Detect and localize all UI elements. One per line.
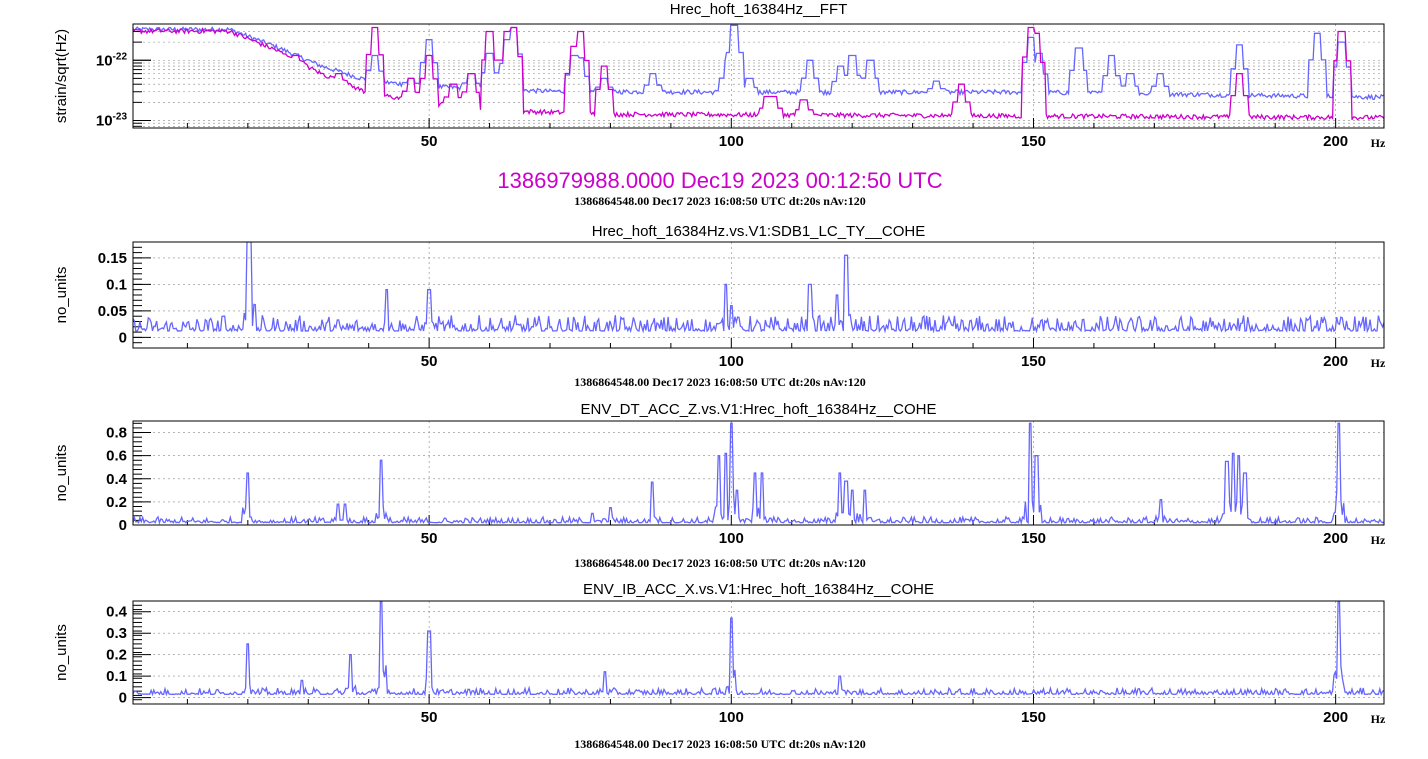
y-tick-label: 0.1 xyxy=(106,276,127,293)
panel-footer-stamp: 1386864548.00 Dec17 2023 16:08:50 UTC dt… xyxy=(574,737,865,751)
y-tick-label: 0.4 xyxy=(106,604,128,621)
y-tick-label: 0 xyxy=(119,517,127,534)
x-tick-label: 100 xyxy=(719,353,744,370)
series-line-2 xyxy=(133,26,1384,122)
x-tick-label: 50 xyxy=(421,530,438,547)
x-tick-label: 200 xyxy=(1323,133,1348,150)
plot-frame xyxy=(132,23,1385,129)
y-axis-label: no_units xyxy=(53,445,70,502)
y-tick-label: 0.05 xyxy=(98,303,127,320)
x-unit-label: Hz xyxy=(1371,712,1386,726)
x-tick-label: 150 xyxy=(1021,530,1046,547)
chart-panel-4: ENV_IB_ACC_X.vs.V1:Hrec_hoft_16384Hz__CO… xyxy=(53,581,1386,751)
plot-frame xyxy=(132,420,1385,526)
y-tick-label: 0.2 xyxy=(106,494,127,511)
x-tick-label: 50 xyxy=(421,353,438,370)
x-tick-label: 100 xyxy=(719,133,744,150)
series-line-1 xyxy=(133,601,1384,697)
y-tick-label: 0.15 xyxy=(98,250,127,267)
x-tick-label: 100 xyxy=(719,530,744,547)
y-tick-label: 10-22 xyxy=(96,51,128,69)
chart-title: ENV_IB_ACC_X.vs.V1:Hrec_hoft_16384Hz__CO… xyxy=(583,581,934,598)
y-tick-label: 0.8 xyxy=(106,425,127,442)
x-tick-label: 200 xyxy=(1323,530,1348,547)
series-line-1 xyxy=(133,242,1384,334)
y-tick-label: 0.6 xyxy=(106,448,127,465)
x-tick-label: 150 xyxy=(1021,133,1046,150)
series-line-1 xyxy=(133,422,1384,525)
x-tick-label: 150 xyxy=(1021,709,1046,726)
x-unit-label: Hz xyxy=(1371,356,1386,370)
chart-panel-1: Hrec_hoft_16384Hz__FFT strain/sqrt(Hz) 50 1… xyxy=(53,1,1386,150)
y-axis-label: no_units xyxy=(53,624,70,681)
x-tick-label: 150 xyxy=(1021,353,1046,370)
reference-time-stamp: 1386864548.00 Dec17 2023 16:08:50 UTC dt… xyxy=(574,194,865,208)
chart-title: Hrec_hoft_16384Hz__FFT xyxy=(670,1,848,18)
chart-panel-3: ENV_DT_ACC_Z.vs.V1:Hrec_hoft_16384Hz__CO… xyxy=(53,401,1386,570)
panel-footer-stamp: 1386864548.00 Dec17 2023 16:08:50 UTC dt… xyxy=(574,375,865,389)
plot-frame xyxy=(132,600,1385,705)
y-tick-label: 0 xyxy=(119,329,127,346)
chart-title: ENV_DT_ACC_Z.vs.V1:Hrec_hoft_16384Hz__CO… xyxy=(581,401,937,418)
x-unit-label: Hz xyxy=(1371,136,1386,150)
y-tick-label: 0.4 xyxy=(106,471,128,488)
x-tick-label: 200 xyxy=(1323,709,1348,726)
y-tick-label: 0.3 xyxy=(106,625,127,642)
x-tick-label: 50 xyxy=(421,133,438,150)
panel-footer-stamp: 1386864548.00 Dec17 2023 16:08:50 UTC dt… xyxy=(574,556,865,570)
chart-panel-2: Hrec_hoft_16384Hz.vs.V1:SDB1_LC_TY__COHE… xyxy=(53,223,1386,389)
y-tick-label: 0.1 xyxy=(106,668,127,685)
y-tick-label: 0 xyxy=(119,690,127,707)
x-tick-label: 100 xyxy=(719,709,744,726)
y-axis-label: no_units xyxy=(53,267,70,324)
plot-frame xyxy=(132,241,1385,349)
x-tick-label: 200 xyxy=(1323,353,1348,370)
y-tick-label: 0.2 xyxy=(106,647,127,664)
y-tick-label: 10-23 xyxy=(96,111,128,129)
x-unit-label: Hz xyxy=(1371,533,1386,547)
x-tick-label: 50 xyxy=(421,709,438,726)
series-line-1 xyxy=(133,24,1384,101)
gps-time-stamp: 1386979988.0000 Dec19 2023 00:12:50 UTC xyxy=(497,168,942,193)
chart-title: Hrec_hoft_16384Hz.vs.V1:SDB1_LC_TY__COHE xyxy=(592,223,926,240)
y-axis-label: strain/sqrt(Hz) xyxy=(53,29,70,123)
